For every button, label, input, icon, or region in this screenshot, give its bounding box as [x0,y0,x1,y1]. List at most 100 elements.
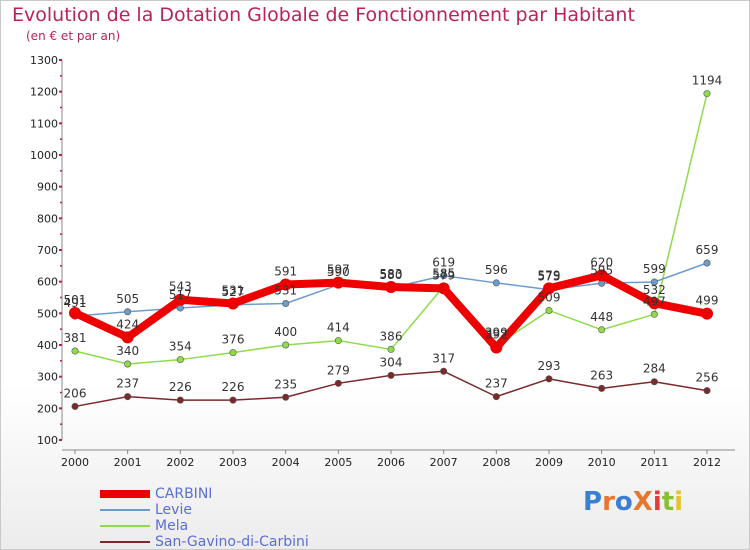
data-label: 491 [64,296,87,310]
data-point [71,347,79,355]
x-tick-label: 2002 [166,456,194,469]
data-label: 579 [432,268,455,282]
data-label: 597 [327,263,350,277]
y-tick-label: 900 [37,181,58,194]
data-label: 583 [380,267,403,281]
data-label: 596 [485,263,508,277]
legend-label-san-gavino: San-Gavino-di-Carbini [155,534,309,550]
data-label: 256 [696,371,719,385]
data-point [279,278,292,291]
x-tick-label: 2001 [114,456,142,469]
data-label: 284 [643,362,666,376]
data-point [174,293,187,306]
axes: 100 200 300 400 500 600 700 800 900 1000 1100 1200 1… [30,54,735,469]
data-point [332,276,345,289]
x-tick-label: 2009 [535,456,563,469]
y-tick-label: 100 [37,434,58,447]
data-label: 580 [380,268,403,282]
data-label: 531 [274,284,297,298]
proxiti-logo: ProXiti [583,487,683,517]
data-label: 585 [432,266,455,280]
data-point [492,279,500,287]
data-label: 354 [169,340,192,354]
data-label: 579 [538,268,561,282]
data-label: 501 [64,293,87,307]
data-label: 400 [274,325,297,339]
data-point [124,393,132,401]
data-point [282,341,290,349]
data-label: 376 [222,333,245,347]
y-tick-label: 1100 [30,117,58,130]
data-point [71,402,79,410]
legend-item-san-gavino: San-Gavino-di-Carbini [100,534,360,550]
logo-letter: i [674,487,684,517]
x-tick-label: 2005 [324,456,352,469]
data-label: 206 [64,386,87,400]
data-point [229,349,237,357]
data-point [124,360,132,368]
data-point [176,356,184,364]
data-point [650,278,658,286]
y-tick-label: 800 [37,212,58,225]
data-label: 532 [643,283,666,297]
data-point [385,281,397,294]
data-label: 591 [274,265,297,279]
y-tick-label: 600 [37,276,58,289]
data-label: 237 [485,377,508,391]
data-label: 237 [116,377,139,391]
data-label: 595 [590,263,613,277]
data-point [334,337,342,345]
legend-swatch-carbini [100,490,150,498]
x-tick-label: 2004 [272,456,300,469]
y-tick-label: 500 [37,307,58,320]
data-point [124,308,132,316]
chart-subtitle: (en € et par an) [26,29,121,43]
x-tick-label: 2006 [377,456,405,469]
legend-swatch-levie [100,509,150,511]
data-point [437,282,450,295]
data-point [703,90,711,98]
legend-label-mela: Mela [155,518,189,534]
data-label: 279 [327,363,350,377]
data-label: 499 [696,294,719,308]
x-tick-label: 2011 [640,456,668,469]
logo-letter: r [602,487,615,517]
legend-label-carbini: CARBINI [155,486,213,502]
y-tick-label: 1000 [30,149,58,162]
logo-letter: i [652,487,662,517]
data-point [598,326,606,334]
data-point [650,378,658,386]
data-point [598,384,606,392]
data-label: 304 [380,355,403,369]
legend-item-mela: Mela [100,518,360,534]
data-label: 620 [590,255,613,269]
data-label: 226 [222,380,245,394]
data-point [650,310,658,318]
data-point [440,367,448,375]
x-tick-label: 2007 [430,456,458,469]
y-tick-label: 400 [37,339,58,352]
legend-swatch-mela [100,525,150,527]
data-point [545,375,553,383]
logo-letter: P [583,487,603,517]
data-label: 414 [327,321,350,335]
data-label: 517 [169,288,192,302]
data-point [595,269,608,282]
logo-letter: t [661,487,675,517]
chart-title: Evolution de la Dotation Globale de Fonc… [12,4,635,26]
data-point [701,307,713,320]
x-tick-label: 2012 [693,456,721,469]
data-label: 1194 [692,74,723,88]
legend: CARBINI Levie Mela San-Gavino-di-Carbini [100,486,360,550]
y-tick-label: 200 [37,402,58,415]
data-label: 575 [538,270,561,284]
data-point [492,393,500,401]
data-label: 599 [643,262,666,276]
data-label: 235 [274,377,297,391]
data-point [543,282,555,295]
data-point [227,297,239,310]
data-label: 340 [116,344,139,358]
data-label: 543 [169,280,192,294]
data-point [648,297,661,310]
data-label: 226 [169,380,192,394]
